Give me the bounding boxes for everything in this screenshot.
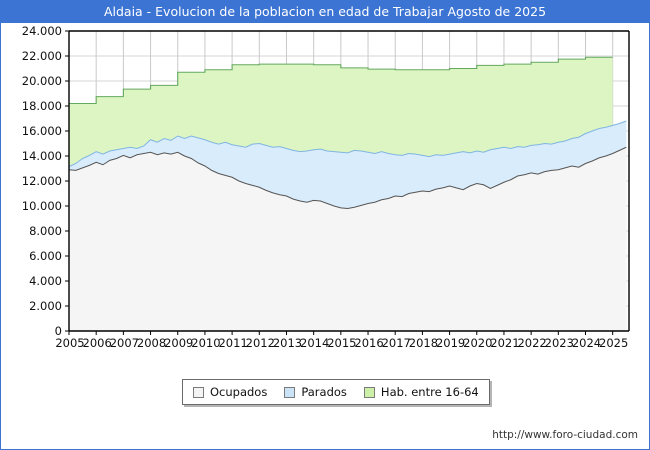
plot-area: FORO-CIUDAD.COM 02.0004.0006.0008.00010.… <box>1 23 649 353</box>
svg-text:2024: 2024 <box>572 336 601 350</box>
svg-text:20.000: 20.000 <box>22 74 62 88</box>
legend-item-habitantes: Hab. entre 16-64 <box>363 385 479 399</box>
legend-label-ocupados: Ocupados <box>210 385 268 399</box>
svg-text:2025: 2025 <box>599 336 628 350</box>
svg-text:2011: 2011 <box>218 336 247 350</box>
svg-text:6.000: 6.000 <box>29 249 62 263</box>
svg-text:12.000: 12.000 <box>22 174 62 188</box>
legend-swatch-parados <box>284 386 296 398</box>
legend-swatch-ocupados <box>193 386 204 398</box>
svg-text:2012: 2012 <box>246 336 275 350</box>
svg-text:24.000: 24.000 <box>22 24 62 38</box>
chart-svg: 0 2.000 4.000 6.000 8.000 10.000 12.000 14.000 1… <box>22 24 630 350</box>
svg-text:14.000: 14.000 <box>22 149 62 163</box>
svg-text:8.000: 8.000 <box>29 224 62 238</box>
svg-text:2008: 2008 <box>137 336 166 350</box>
svg-text:18.000: 18.000 <box>22 99 62 113</box>
legend-item-ocupados: Ocupados <box>193 385 267 399</box>
source-url: http://www.foro-ciudad.com <box>492 429 638 441</box>
svg-text:2009: 2009 <box>164 336 193 350</box>
svg-text:2007: 2007 <box>110 336 139 350</box>
svg-text:16.000: 16.000 <box>22 124 62 138</box>
legend-label-parados: Parados <box>301 385 347 399</box>
svg-text:2019: 2019 <box>436 336 465 350</box>
chart-legend: Ocupados Parados Hab. entre 16-64 <box>182 379 490 405</box>
legend-item-parados: Parados <box>284 385 347 399</box>
svg-text:2023: 2023 <box>545 336 574 350</box>
svg-text:10.000: 10.000 <box>22 199 62 213</box>
svg-text:2018: 2018 <box>409 336 438 350</box>
svg-text:2022: 2022 <box>517 336 546 350</box>
svg-text:22.000: 22.000 <box>22 49 62 63</box>
svg-text:2005: 2005 <box>55 336 84 350</box>
svg-text:0: 0 <box>55 324 62 338</box>
svg-text:2015: 2015 <box>327 336 356 350</box>
legend-label-habitantes: Hab. entre 16-64 <box>380 385 479 399</box>
svg-text:2017: 2017 <box>382 336 411 350</box>
svg-text:2006: 2006 <box>83 336 112 350</box>
svg-text:2.000: 2.000 <box>29 299 62 313</box>
svg-text:2014: 2014 <box>300 336 329 350</box>
svg-text:4.000: 4.000 <box>29 274 62 288</box>
svg-text:2021: 2021 <box>490 336 519 350</box>
legend-swatch-habitantes <box>363 386 375 398</box>
svg-text:2016: 2016 <box>354 336 383 350</box>
svg-text:2020: 2020 <box>463 336 492 350</box>
svg-text:2010: 2010 <box>191 336 220 350</box>
svg-text:2013: 2013 <box>273 336 302 350</box>
page-title: Aldaia - Evolucion de la poblacion en ed… <box>1 1 649 23</box>
